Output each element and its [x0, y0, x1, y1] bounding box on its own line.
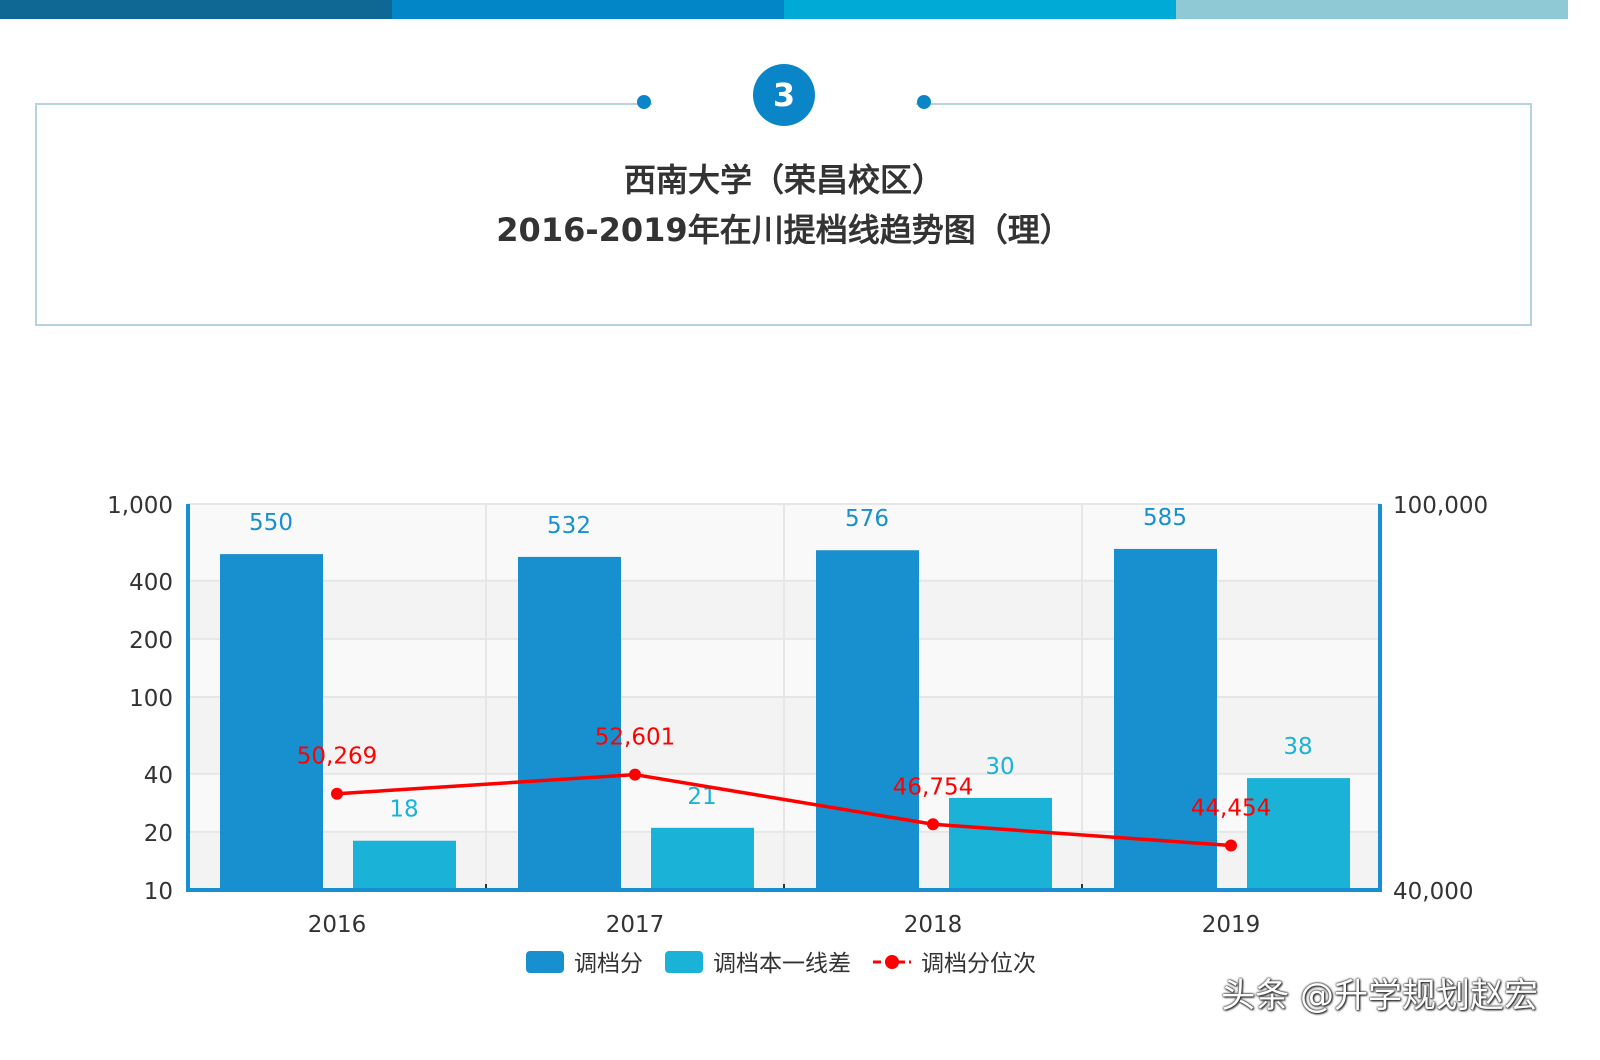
x-tick-label: 2018 [904, 912, 963, 938]
left-tick-label: 40 [144, 763, 173, 789]
data-label: 585 [1143, 505, 1187, 531]
legend-swatch[interactable] [526, 951, 564, 973]
data-label: 18 [389, 797, 418, 823]
bar-line-diff [651, 827, 754, 888]
left-tick-label: 10 [144, 879, 173, 905]
x-tick-label: 2019 [1202, 912, 1261, 938]
legend-item[interactable]: 调档分位次 [921, 951, 1036, 977]
decor-dot [917, 95, 931, 109]
bar-line-diff [1247, 778, 1350, 888]
data-label: 44,454 [1191, 796, 1271, 822]
data-label: 46,754 [893, 774, 973, 800]
chart-title-line2: 2016-2019年在川提档线趋势图（理） [496, 211, 1072, 249]
legend-swatch[interactable] [665, 951, 703, 973]
legend-item[interactable]: 调档本一线差 [713, 951, 851, 977]
legend-item[interactable]: 调档分 [574, 951, 643, 977]
right-tick-label: 40,000 [1393, 879, 1473, 905]
color-segment [784, 0, 1176, 19]
line-point [629, 768, 641, 781]
line-rank [336, 772, 1232, 848]
data-label: 38 [1283, 734, 1312, 760]
color-segment [1176, 0, 1568, 19]
color-segment [392, 0, 784, 19]
bar-score [1114, 548, 1217, 888]
watermark: 头条 @升学规划赵宏 [1221, 976, 1538, 1016]
chart-title-line1: 西南大学（荣昌校区） [623, 161, 944, 199]
line-point [927, 818, 939, 831]
bar-score [220, 554, 323, 888]
legend-point-icon [885, 955, 899, 969]
data-label: 30 [985, 754, 1014, 780]
section-number-badge: 3 [753, 64, 815, 126]
left-tick-label: 1,000 [107, 493, 173, 519]
line-point [1225, 839, 1237, 852]
x-tick-label: 2017 [606, 912, 665, 938]
bar-score [518, 556, 621, 888]
left-tick-label: 20 [144, 821, 173, 847]
data-label: 52,601 [595, 725, 675, 751]
left-tick-label: 200 [129, 628, 173, 654]
bar-score [816, 550, 919, 888]
left-tick-label: 100 [129, 686, 173, 712]
top-color-bar [0, 0, 1568, 19]
data-label: 576 [845, 506, 889, 532]
data-label: 50,269 [297, 744, 377, 770]
data-label: 532 [547, 513, 591, 539]
bar-line-diff [353, 840, 456, 888]
right-tick-label: 100,000 [1393, 493, 1488, 519]
decor-dot [637, 95, 651, 109]
left-tick-label: 400 [129, 570, 173, 596]
color-segment [0, 0, 392, 19]
bar-line-diff [949, 797, 1052, 888]
data-label: 550 [249, 510, 293, 536]
line-point [331, 787, 343, 800]
x-tick-label: 2016 [308, 912, 367, 938]
